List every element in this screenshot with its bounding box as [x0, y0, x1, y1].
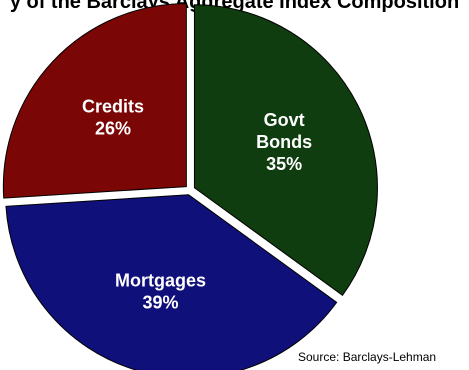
slice-name: Credits [82, 97, 144, 117]
pie-labels: Govt Bonds 35% Mortgages 39% Credits 26% [82, 97, 312, 313]
pie-slice-mortgages [5, 194, 338, 370]
source-note: Source: Barclays-Lehman [298, 350, 437, 364]
slice-label-credits: Credits 26% [82, 97, 144, 139]
slice-percent: 26% [95, 119, 131, 139]
slice-name: Mortgages [115, 270, 206, 290]
pie-slice-govt-bonds [193, 4, 378, 296]
slice-label-mortgages: Mortgages 39% [115, 270, 206, 312]
slice-label-govt-bonds: Govt Bonds 35% [256, 110, 312, 174]
slice-name: Govt [264, 110, 305, 130]
pie-slices [2, 3, 378, 370]
chart-title: y of the Barclays Aggregate Index Compos… [9, 0, 460, 13]
slice-percent: 39% [143, 292, 179, 312]
pie-slice-credits [2, 3, 187, 199]
slice-name: Bonds [256, 132, 312, 152]
slice-percent: 35% [266, 154, 302, 174]
